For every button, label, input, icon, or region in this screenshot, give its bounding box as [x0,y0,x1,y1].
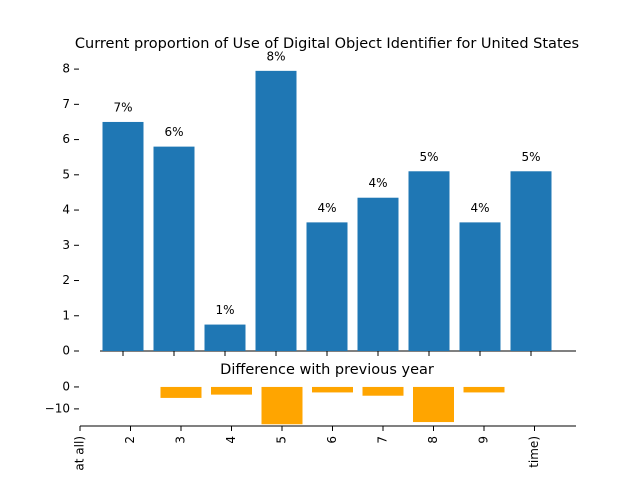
x-tick-label: time) [527,436,541,468]
bar [357,197,399,351]
y-tick-label: −10 [45,401,70,415]
y-tick-label: 0 [62,379,70,393]
bar [463,386,505,393]
value-label: 5% [419,150,438,164]
bar [255,70,297,351]
y-tick-label: 5 [62,167,70,181]
x-tick-label: at all) [73,436,87,471]
chart-title: Current proportion of Use of Digital Obj… [75,36,579,52]
bar [306,222,348,351]
x-tick-label: 6 [325,436,339,444]
value-label: 4% [368,176,387,190]
value-label: 7% [113,100,132,114]
bar [408,171,450,351]
subchart-title: Difference with previous year [220,362,434,378]
x-tick-label: 4 [224,436,238,444]
y-tick-label: 1 [62,308,70,322]
bar [102,121,144,351]
value-label: 5% [521,150,540,164]
y-tick-label: 7 [62,97,70,111]
x-tick-label: 2 [123,436,137,444]
bar [362,386,404,396]
x-tick-label: 9 [477,436,491,444]
bar [204,324,246,351]
bar [413,386,454,423]
bar [459,222,501,351]
x-tick-label: 8 [426,436,440,444]
bar [211,386,252,395]
y-tick-label: 3 [62,238,70,252]
bar [160,386,202,398]
value-label: 4% [317,201,336,215]
x-tick-label: 3 [174,436,188,444]
x-tick-label: 5 [275,436,289,444]
y-tick-label: 4 [62,203,70,217]
bar [261,386,303,425]
bar [312,386,353,393]
bar [510,171,552,351]
y-tick-label: 6 [62,132,70,146]
value-label: 1% [215,303,234,317]
bar [153,146,195,351]
x-tick-label: 7 [376,436,390,444]
value-label: 6% [164,125,183,139]
y-tick-label: 2 [62,273,70,287]
value-label: 4% [470,201,489,215]
value-label: 8% [266,49,285,63]
y-tick-label: 0 [62,344,70,358]
y-tick-label: 8 [62,62,70,76]
